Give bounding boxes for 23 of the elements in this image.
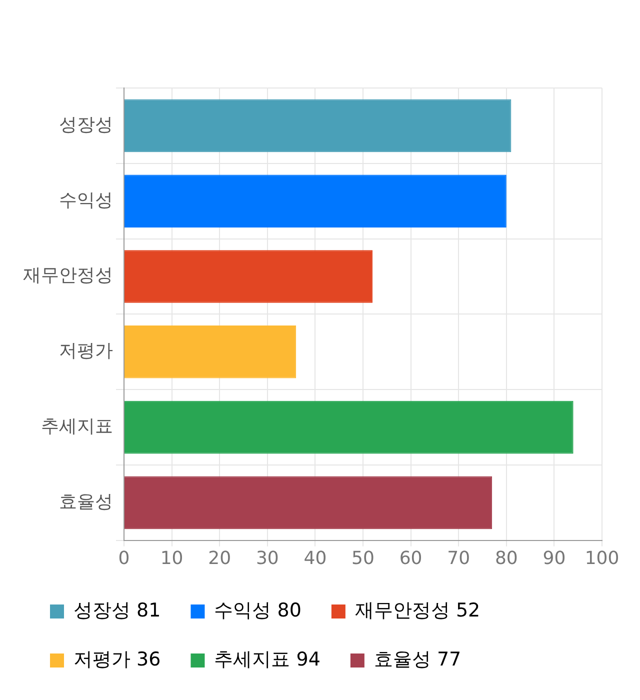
- y-tick-label: 저평가: [59, 340, 113, 362]
- x-tick-label: 90: [542, 548, 566, 569]
- y-tick-label: 효율성: [59, 491, 113, 512]
- x-tick-label: 50: [352, 548, 374, 569]
- y-tick-label: 수익성: [59, 190, 113, 211]
- legend-label: 효율성 77: [374, 648, 462, 670]
- x-tick-label: 30: [256, 548, 279, 569]
- x-tick-label: 70: [447, 548, 470, 569]
- x-tick-label: 60: [399, 548, 422, 569]
- x-tick-label: 40: [304, 548, 327, 569]
- x-tick-label: 80: [494, 548, 518, 569]
- legend-label: 추세지표 94: [214, 648, 320, 670]
- legend-label: 저평가 36: [74, 648, 161, 670]
- legend-label: 성장성 81: [74, 599, 161, 622]
- y-tick-label: 재무안정성: [23, 265, 113, 286]
- y-tick-label: 성장성: [59, 114, 113, 136]
- y-tick-label: 추세지표: [41, 416, 113, 437]
- x-tick-label: 100: [584, 548, 620, 569]
- x-tick-label: 10: [160, 548, 184, 569]
- legend-label: 수익성 80: [214, 599, 302, 622]
- x-tick-label: 20: [208, 548, 232, 569]
- legend-label: 재무안정성 52: [354, 599, 480, 622]
- x-tick-label: 0: [118, 548, 130, 569]
